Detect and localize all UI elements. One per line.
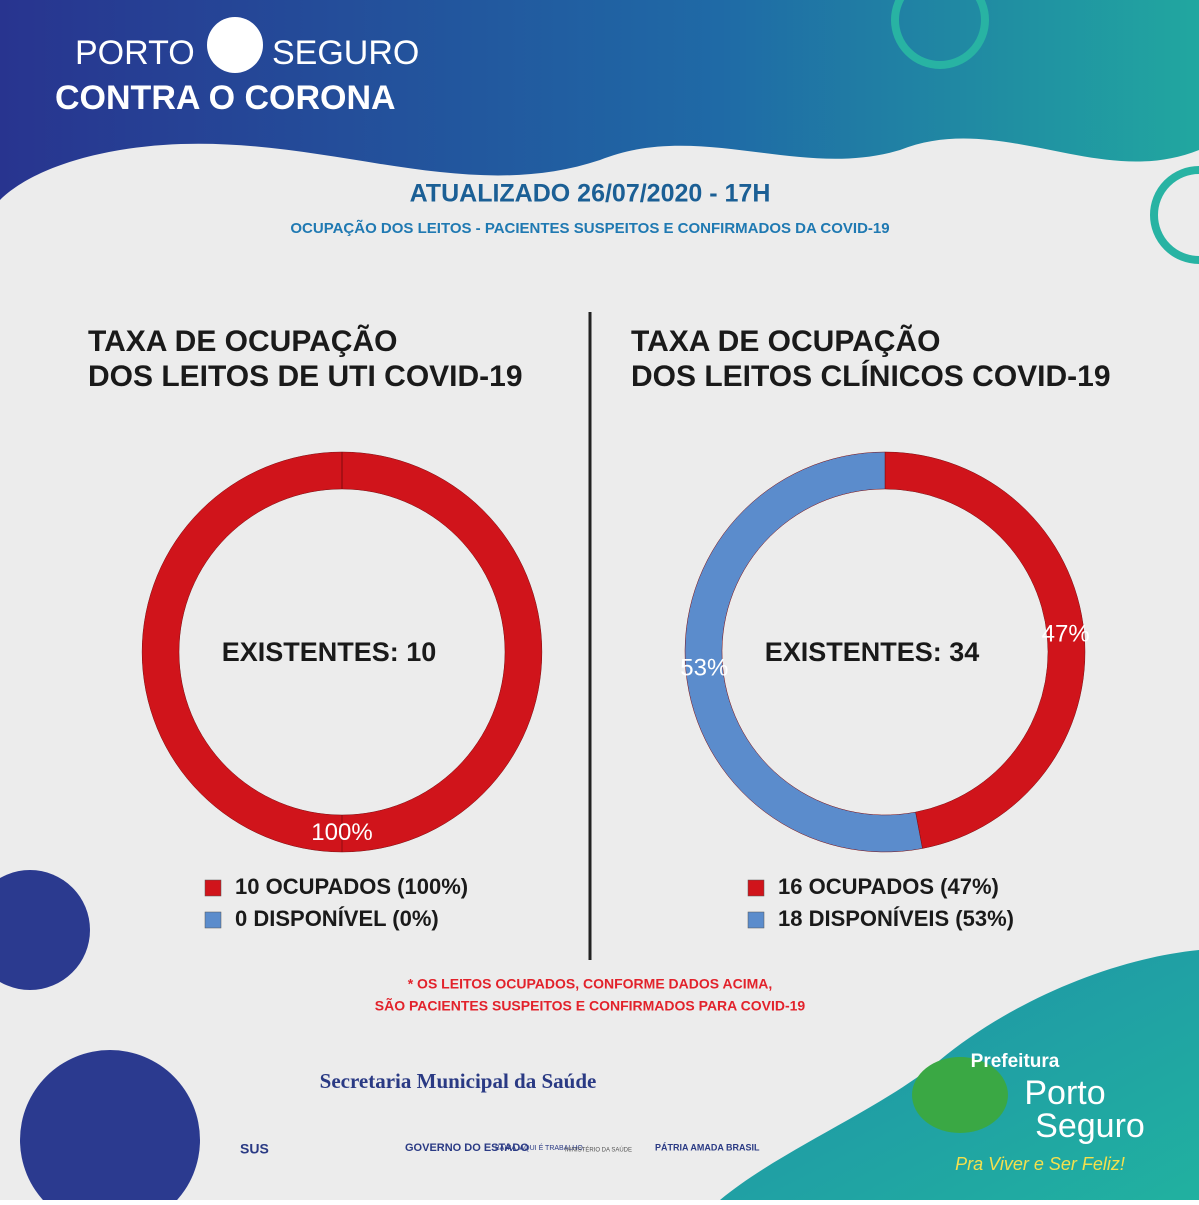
brand-right: SEGURO bbox=[272, 34, 419, 72]
gov-logo: GOVERNO DO ESTADO bbox=[405, 1142, 529, 1154]
virus-decoration bbox=[891, 0, 1199, 264]
brand-icon bbox=[207, 17, 263, 73]
chart-title: TAXA DE OCUPAÇÃO bbox=[88, 324, 397, 358]
ministerio-logo: MINISTÉRIO DA SAÚDE bbox=[565, 1147, 632, 1154]
center-label: EXISTENTES: 34 bbox=[765, 637, 980, 667]
legend-entry: 18 DISPONÍVEIS (53%) bbox=[778, 906, 1014, 931]
donut-slice bbox=[141, 451, 543, 853]
value-label: 53% bbox=[680, 654, 728, 681]
brasil-logo: PÁTRIA AMADA BRASIL bbox=[655, 1142, 760, 1152]
legend-entry: 10 OCUPADOS (100%) bbox=[235, 874, 468, 899]
seguro: Seguro bbox=[1035, 1107, 1145, 1145]
chart-title: DOS LEITOS CLÍNICOS COVID-19 bbox=[631, 359, 1111, 393]
virus-decoration bbox=[0, 870, 200, 1205]
center-label: EXISTENTES: 10 bbox=[222, 637, 437, 667]
sus-logo: SUS bbox=[240, 1141, 269, 1157]
footnote: SÃO PACIENTES SUSPEITOS E CONFIRMADOS PA… bbox=[375, 997, 806, 1014]
header-band bbox=[0, 0, 1199, 200]
subtitle: OCUPAÇÃO DOS LEITOS - PACIENTES SUSPEITO… bbox=[290, 219, 889, 237]
legend-swatch bbox=[204, 911, 222, 929]
value-label: 100% bbox=[311, 819, 372, 846]
value-label: 47% bbox=[1042, 620, 1090, 647]
brand-left: PORTO bbox=[75, 34, 195, 72]
brand-bottom: CONTRA O CORONA bbox=[55, 79, 396, 117]
legend-swatch bbox=[747, 879, 765, 897]
footnote: * OS LEITOS OCUPADOS, CONFORME DADOS ACI… bbox=[408, 976, 773, 992]
updated: ATUALIZADO 26/07/2020 - 17H bbox=[410, 180, 771, 208]
legend-swatch bbox=[204, 879, 222, 897]
legend-swatch bbox=[747, 911, 765, 929]
prefeitura: Prefeitura bbox=[971, 1051, 1060, 1072]
secretaria: Secretaria Municipal da Saúde bbox=[320, 1069, 597, 1093]
legend-entry: 16 OCUPADOS (47%) bbox=[778, 874, 999, 899]
porto: Porto bbox=[1024, 1074, 1105, 1112]
legend-entry: 0 DISPONÍVEL (0%) bbox=[235, 906, 439, 931]
chart-title: TAXA DE OCUPAÇÃO bbox=[631, 324, 940, 358]
chart-title: DOS LEITOS DE UTI COVID-19 bbox=[88, 360, 523, 393]
donut-slice bbox=[684, 451, 923, 853]
donut-slice bbox=[884, 451, 1086, 849]
prefeitura-logo-mark bbox=[912, 1057, 1008, 1133]
slogan: Pra Viver e Ser Feliz! bbox=[955, 1154, 1125, 1174]
bahia-logo: BAHIA, AQUI É TRABALHO. bbox=[495, 1143, 585, 1152]
